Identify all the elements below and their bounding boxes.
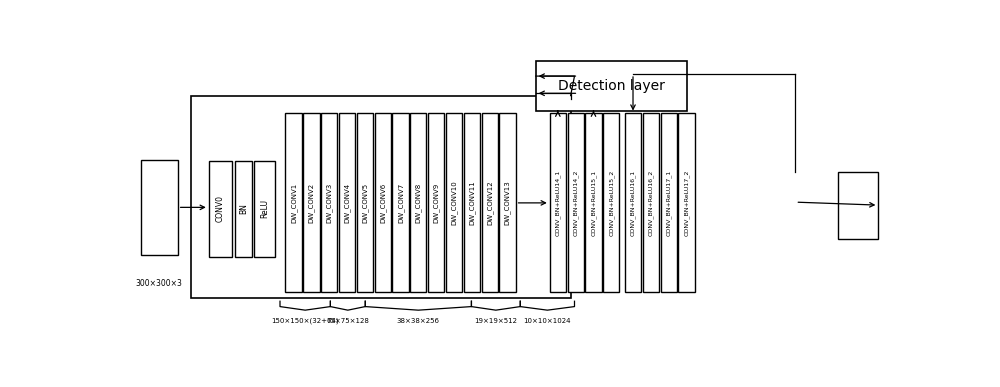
FancyBboxPatch shape <box>838 171 878 239</box>
FancyBboxPatch shape <box>191 96 571 298</box>
FancyBboxPatch shape <box>446 113 462 292</box>
FancyBboxPatch shape <box>339 113 355 292</box>
FancyBboxPatch shape <box>585 113 602 292</box>
FancyBboxPatch shape <box>568 113 584 292</box>
FancyBboxPatch shape <box>140 160 178 255</box>
FancyBboxPatch shape <box>499 113 516 292</box>
Text: DW_CONV8: DW_CONV8 <box>415 183 422 223</box>
Text: CONV_BN+ReLU16_2: CONV_BN+ReLU16_2 <box>648 170 654 236</box>
FancyBboxPatch shape <box>482 113 498 292</box>
Text: CONV_BN+ReLU15_2: CONV_BN+ReLU15_2 <box>608 170 614 236</box>
Text: DW_CONV10: DW_CONV10 <box>451 180 457 225</box>
FancyBboxPatch shape <box>464 113 480 292</box>
Text: CONV0: CONV0 <box>216 195 225 223</box>
Text: DW_CONV5: DW_CONV5 <box>361 183 368 223</box>
Text: CONV_BN+ReLU17_2: CONV_BN+ReLU17_2 <box>684 170 689 236</box>
FancyBboxPatch shape <box>254 161 275 257</box>
Text: DW_CONV2: DW_CONV2 <box>308 183 315 223</box>
FancyBboxPatch shape <box>603 113 619 292</box>
Text: DW_CONV3: DW_CONV3 <box>326 183 333 223</box>
Text: CONV_BN+ReLU17_1: CONV_BN+ReLU17_1 <box>666 170 672 236</box>
Text: 10×10×1024: 10×10×1024 <box>524 318 571 324</box>
FancyBboxPatch shape <box>303 113 320 292</box>
Text: DW_CONV4: DW_CONV4 <box>344 183 350 223</box>
FancyBboxPatch shape <box>536 61 687 111</box>
FancyBboxPatch shape <box>410 113 426 292</box>
Text: CONV_BN+ReLU16_1: CONV_BN+ReLU16_1 <box>630 170 636 236</box>
FancyBboxPatch shape <box>392 113 409 292</box>
Text: 38×38×256: 38×38×256 <box>397 318 440 324</box>
FancyBboxPatch shape <box>235 161 252 257</box>
Text: 19×19×512: 19×19×512 <box>474 318 517 324</box>
FancyBboxPatch shape <box>643 113 659 292</box>
Text: DW_CONV11: DW_CONV11 <box>468 180 475 225</box>
Text: 300×300×3: 300×300×3 <box>136 279 183 288</box>
Text: DW_CONV12: DW_CONV12 <box>486 181 493 225</box>
Text: DW_CONV9: DW_CONV9 <box>433 183 440 223</box>
Text: ReLU: ReLU <box>260 199 269 218</box>
FancyBboxPatch shape <box>357 113 373 292</box>
FancyBboxPatch shape <box>678 113 695 292</box>
Text: DW_CONV6: DW_CONV6 <box>379 183 386 223</box>
Text: CONV_BN+ReLU15_1: CONV_BN+ReLU15_1 <box>591 170 596 236</box>
Text: BN: BN <box>239 204 248 214</box>
FancyBboxPatch shape <box>428 113 444 292</box>
FancyBboxPatch shape <box>321 113 337 292</box>
FancyBboxPatch shape <box>375 113 391 292</box>
Text: Detection layer: Detection layer <box>558 79 665 93</box>
Text: CONV_BN+ReLU14_2: CONV_BN+ReLU14_2 <box>573 170 579 236</box>
Text: DW_CONV7: DW_CONV7 <box>397 183 404 223</box>
Text: 75×75×128: 75×75×128 <box>326 318 369 324</box>
FancyBboxPatch shape <box>625 113 641 292</box>
FancyBboxPatch shape <box>550 113 566 292</box>
Text: CONV_BN+ReLU14_1: CONV_BN+ReLU14_1 <box>555 170 561 236</box>
Text: DW_CONV13: DW_CONV13 <box>504 180 511 225</box>
Text: DW_CONV1: DW_CONV1 <box>290 183 297 223</box>
FancyBboxPatch shape <box>285 113 302 292</box>
FancyBboxPatch shape <box>209 161 232 257</box>
FancyBboxPatch shape <box>661 113 677 292</box>
Text: 150×150×(32+64): 150×150×(32+64) <box>271 318 339 324</box>
